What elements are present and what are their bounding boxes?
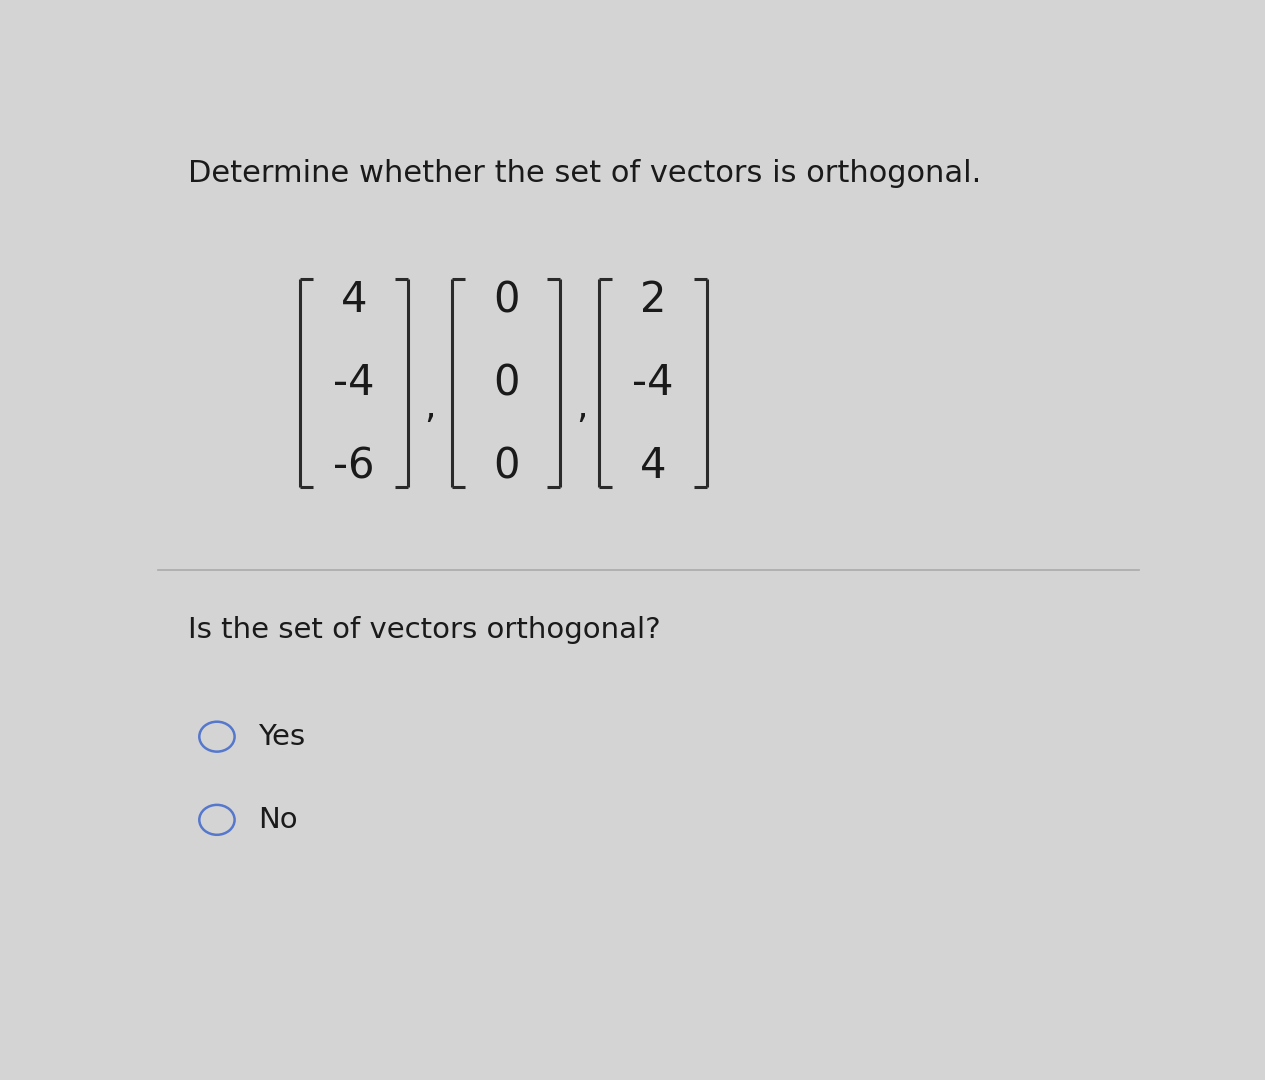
Text: 0: 0 xyxy=(493,279,520,321)
Text: Is the set of vectors orthogonal?: Is the set of vectors orthogonal? xyxy=(187,616,660,644)
Text: Determine whether the set of vectors is orthogonal.: Determine whether the set of vectors is … xyxy=(187,159,980,188)
Text: 4: 4 xyxy=(640,445,667,487)
Text: -4: -4 xyxy=(334,362,374,404)
Text: 0: 0 xyxy=(493,445,520,487)
Text: ,: , xyxy=(424,391,435,426)
Text: Yes: Yes xyxy=(258,723,305,751)
Text: No: No xyxy=(258,806,297,834)
Text: -6: -6 xyxy=(334,445,374,487)
Text: 2: 2 xyxy=(640,279,667,321)
Text: -4: -4 xyxy=(632,362,674,404)
Text: ,: , xyxy=(576,391,587,426)
Text: 0: 0 xyxy=(493,362,520,404)
Text: 4: 4 xyxy=(342,279,367,321)
